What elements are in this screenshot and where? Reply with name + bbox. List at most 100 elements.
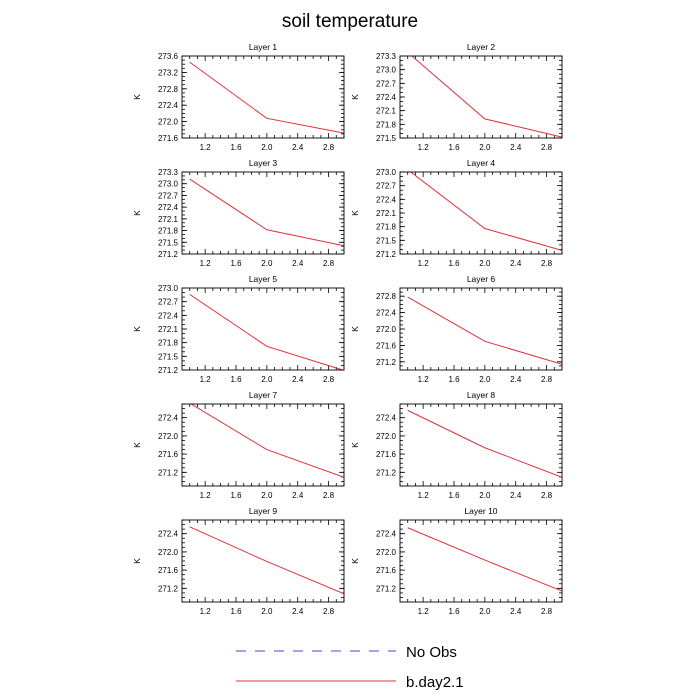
panel-layer-6: Layer 6 K 1.2 1.6 2.0 2.4 2.8 271.2 271.6 272.0 27…	[350, 274, 563, 384]
x-tick-label: 2.8	[541, 607, 553, 616]
plot-frame	[181, 519, 345, 603]
panel-layer-8: Layer 8 K 1.2 1.6 2.0 2.4 2.8 271.2 271.6 272.0 27…	[350, 390, 563, 500]
plot-frame	[399, 403, 563, 487]
x-tick-label: 1.2	[418, 375, 430, 384]
y-axis-label: K	[350, 94, 360, 100]
y-tick-label: 271.6	[376, 341, 397, 350]
x-tick-label: 2.0	[261, 375, 273, 384]
panel-layer-7: Layer 7 K 1.2 1.6 2.0 2.4 2.8 271.2 271.6 272.0 27…	[132, 390, 345, 500]
x-tick-label: 2.0	[261, 491, 273, 500]
series-line-b-day2-1	[407, 527, 562, 592]
y-tick-label: 271.6	[158, 134, 179, 143]
y-tick-label: 271.2	[158, 468, 179, 477]
y-tick-label: 271.2	[376, 250, 397, 259]
x-tick-label: 2.0	[261, 143, 273, 152]
y-tick-label: 272.8	[158, 85, 179, 94]
x-tick-label: 1.2	[200, 259, 212, 268]
x-tick-label: 2.8	[323, 143, 335, 152]
x-tick-label: 2.4	[510, 607, 522, 616]
panel-title: Layer 7	[249, 390, 278, 400]
y-tick-label: 272.4	[158, 530, 179, 539]
panel-layer-2: Layer 2 K 1.2 1.6 2.0 2.4 2.8 271.5 271.8 272.1 27…	[350, 42, 563, 152]
panel-layer-10: Layer 10 K 1.2 1.6 2.0 2.4 2.8 271.2 271.6 272.0 2…	[350, 506, 563, 616]
x-tick-label: 2.0	[479, 375, 491, 384]
y-axis-label: K	[350, 442, 360, 448]
x-tick-label: 1.2	[200, 143, 212, 152]
panel-layer-5: Layer 5 K 1.2 1.6 2.0 2.4 2.8 271.2 271.5 271.8 27…	[132, 274, 345, 384]
y-tick-label: 272.0	[158, 432, 179, 441]
x-tick-label: 2.8	[323, 607, 335, 616]
series-line-b-day2-1	[189, 526, 344, 595]
y-tick-label: 272.1	[376, 107, 397, 116]
panel-title: Layer 9	[249, 506, 278, 516]
panel-title: Layer 2	[467, 42, 496, 52]
y-tick-label: 272.8	[376, 292, 397, 301]
x-tick-label: 1.2	[200, 491, 212, 500]
x-tick-label: 2.8	[541, 143, 553, 152]
x-tick-label: 1.2	[418, 491, 430, 500]
plot-frame	[181, 171, 345, 255]
plot-frame	[181, 55, 345, 139]
series-line-b-day2-1	[189, 61, 344, 134]
y-tick-label: 272.4	[158, 101, 179, 110]
x-tick-label: 2.4	[292, 259, 304, 268]
y-tick-label: 272.4	[376, 530, 397, 539]
series-line-b-day2-1	[407, 296, 562, 365]
x-tick-label: 1.6	[448, 375, 460, 384]
panel-layer-4: Layer 4 K 1.2 1.6 2.0 2.4 2.8 271.2 271.5 271.8 27…	[350, 158, 563, 268]
y-axis-label: K	[350, 326, 360, 332]
y-tick-label: 273.6	[158, 52, 179, 61]
x-tick-label: 1.6	[230, 259, 242, 268]
panel-title: Layer 5	[249, 274, 278, 284]
panel-title: Layer 4	[467, 158, 496, 168]
y-tick-label: 271.5	[158, 352, 179, 361]
plot-frame	[181, 287, 345, 371]
legend-label-b-day2-1: b.day2.1	[406, 674, 464, 691]
y-axis-label: K	[132, 326, 142, 332]
legend-label-no-obs: No Obs	[406, 644, 457, 661]
series-line-b-day2-1	[189, 178, 344, 247]
x-tick-label: 1.2	[418, 259, 430, 268]
plot-frame	[181, 403, 345, 487]
panel-title: Layer 10	[464, 506, 497, 516]
x-tick-label: 1.6	[230, 375, 242, 384]
x-tick-label: 1.6	[448, 491, 460, 500]
series-line-b-day2-1	[190, 404, 344, 478]
y-tick-label: 271.2	[158, 250, 179, 259]
figure-title: soil temperature	[282, 11, 418, 32]
series-line-b-day2-1	[407, 409, 562, 478]
x-tick-label: 2.0	[479, 491, 491, 500]
x-tick-label: 2.0	[479, 607, 491, 616]
x-tick-label: 2.0	[261, 259, 273, 268]
panel-layer-3: Layer 3 K 1.2 1.6 2.0 2.4 2.8 271.2 271.5 271.8 27…	[132, 158, 345, 268]
x-tick-label: 2.4	[292, 143, 304, 152]
y-tick-label: 273.0	[158, 180, 179, 189]
y-tick-label: 272.7	[158, 298, 179, 307]
y-tick-label: 272.4	[158, 311, 179, 320]
x-tick-label: 1.2	[200, 607, 212, 616]
y-tick-label: 271.8	[376, 120, 397, 129]
y-tick-label: 271.2	[376, 584, 397, 593]
y-tick-label: 272.7	[376, 79, 397, 88]
x-tick-label: 2.4	[292, 375, 304, 384]
x-tick-label: 2.4	[510, 491, 522, 500]
y-tick-label: 271.6	[376, 566, 397, 575]
x-tick-label: 1.6	[448, 259, 460, 268]
x-tick-label: 1.2	[418, 143, 430, 152]
x-tick-label: 1.6	[230, 143, 242, 152]
y-tick-label: 273.2	[158, 68, 179, 77]
y-tick-label: 271.6	[376, 450, 397, 459]
panel-title: Layer 8	[467, 390, 496, 400]
x-tick-label: 2.4	[292, 607, 304, 616]
y-tick-label: 273.3	[376, 52, 397, 61]
y-tick-label: 272.7	[158, 191, 179, 200]
y-axis-label: K	[132, 94, 142, 100]
y-tick-label: 273.3	[158, 168, 179, 177]
y-tick-label: 272.1	[158, 325, 179, 334]
x-tick-label: 2.8	[541, 259, 553, 268]
x-tick-label: 2.8	[541, 491, 553, 500]
panel-layer-9: Layer 9 K 1.2 1.6 2.0 2.4 2.8 271.2 271.6 272.0 27…	[132, 506, 345, 616]
y-tick-label: 272.0	[158, 548, 179, 557]
x-tick-label: 1.6	[230, 607, 242, 616]
